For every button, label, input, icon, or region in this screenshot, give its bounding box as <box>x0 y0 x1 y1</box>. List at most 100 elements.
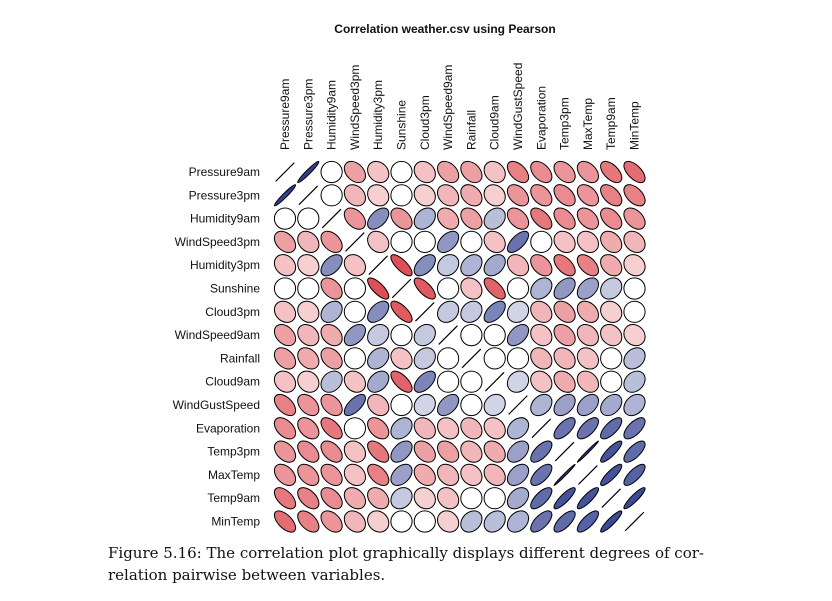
correlation-cell <box>343 463 366 486</box>
correlation-ellipse <box>460 254 483 277</box>
correlation-cell <box>390 324 413 347</box>
correlation-cell <box>460 417 483 440</box>
correlation-ellipse <box>297 207 320 230</box>
correlation-ellipse <box>273 277 297 300</box>
correlation-cell <box>600 300 623 323</box>
column-label: MinTemp <box>628 101 642 150</box>
correlation-cell <box>437 230 460 253</box>
correlation-ellipse <box>320 300 343 323</box>
correlation-ellipse <box>413 510 436 533</box>
correlation-ellipse <box>320 393 343 417</box>
correlation-ellipse <box>483 347 506 370</box>
correlation-cell <box>320 393 343 417</box>
correlation-ellipse <box>506 463 530 486</box>
correlation-ellipse <box>413 393 436 417</box>
correlation-ellipse <box>506 254 530 277</box>
correlation-ellipse <box>530 277 553 300</box>
correlation-ellipse <box>600 207 623 230</box>
correlation-ellipse <box>437 463 460 486</box>
correlation-ellipse <box>320 487 343 510</box>
correlation-ellipse <box>483 254 506 277</box>
correlation-ellipse <box>576 207 600 230</box>
correlation-cell <box>484 371 505 392</box>
correlation-cell <box>297 417 320 440</box>
correlation-cell <box>553 230 576 253</box>
correlation-ellipse <box>576 393 600 417</box>
column-label: Rainfall <box>464 110 478 150</box>
correlation-ellipse <box>367 417 390 440</box>
correlation-ellipse <box>600 393 623 417</box>
correlation-cell <box>367 417 390 440</box>
correlation-ellipse <box>506 207 530 230</box>
correlation-cell <box>483 463 506 486</box>
correlation-ellipse <box>506 160 530 184</box>
column-label: WindSpeed3pm <box>348 65 362 150</box>
correlation-ellipse <box>297 300 320 323</box>
correlation-cell <box>600 510 623 533</box>
correlation-cell <box>297 230 320 253</box>
correlation-cell <box>437 463 460 486</box>
correlation-cell <box>624 511 645 532</box>
column-label: Cloud3pm <box>418 95 432 150</box>
correlation-ellipse <box>297 440 320 463</box>
correlation-cell <box>506 277 530 300</box>
correlation-cell <box>390 207 413 230</box>
correlation-ellipse <box>483 440 506 463</box>
correlation-ellipse <box>273 207 297 230</box>
correlation-ellipse <box>576 324 600 347</box>
correlation-cell <box>553 160 576 184</box>
correlation-cell <box>530 300 553 323</box>
correlation-cell <box>531 418 552 439</box>
correlation-ellipse <box>506 487 530 510</box>
correlation-cell <box>273 184 297 207</box>
correlation-cell <box>483 487 506 510</box>
correlation-cell <box>320 370 343 393</box>
correlation-cell <box>367 487 390 510</box>
correlation-cell <box>530 393 553 417</box>
correlation-cell <box>578 465 598 485</box>
correlation-cell <box>273 487 297 510</box>
correlation-ellipse <box>576 184 600 207</box>
correlation-ellipse <box>390 393 413 417</box>
correlation-ellipse <box>437 510 460 533</box>
correlation-cell <box>343 254 366 277</box>
correlation-ellipse <box>530 440 553 463</box>
correlation-line <box>275 162 295 182</box>
correlation-ellipse <box>390 207 413 230</box>
correlation-ellipse <box>530 160 553 184</box>
correlation-cell <box>437 300 460 323</box>
correlation-ellipse <box>483 277 506 300</box>
correlation-cell <box>506 440 530 463</box>
correlation-cell <box>553 300 576 323</box>
correlation-cell <box>623 347 646 370</box>
correlation-cell <box>553 184 576 207</box>
correlation-ellipse <box>343 393 366 417</box>
correlation-ellipse <box>600 463 623 486</box>
correlation-cell <box>483 324 506 347</box>
correlation-ellipse <box>413 324 436 347</box>
correlation-ellipse <box>413 440 436 463</box>
correlation-ellipse <box>576 160 600 184</box>
correlation-cell <box>530 277 553 300</box>
correlation-cell <box>600 347 623 370</box>
correlation-ellipse <box>390 510 413 533</box>
correlation-ellipse <box>506 417 530 440</box>
correlation-line <box>415 302 435 322</box>
correlation-cell <box>460 230 483 253</box>
correlation-ellipse <box>437 487 460 510</box>
correlation-cell <box>553 487 576 510</box>
correlation-ellipse <box>273 370 297 393</box>
correlation-cell <box>530 440 553 463</box>
correlation-ellipse <box>320 160 343 184</box>
correlation-cell <box>273 370 297 393</box>
correlation-ellipse <box>506 300 530 323</box>
correlation-line <box>345 232 365 252</box>
correlation-cell <box>506 510 530 533</box>
correlation-ellipse <box>460 184 483 207</box>
correlation-ellipse <box>367 370 390 393</box>
correlation-cell <box>297 324 320 347</box>
correlation-ellipse <box>576 417 600 440</box>
correlation-ellipse <box>530 393 553 417</box>
correlation-cell <box>273 440 297 463</box>
correlation-cell <box>600 230 623 253</box>
